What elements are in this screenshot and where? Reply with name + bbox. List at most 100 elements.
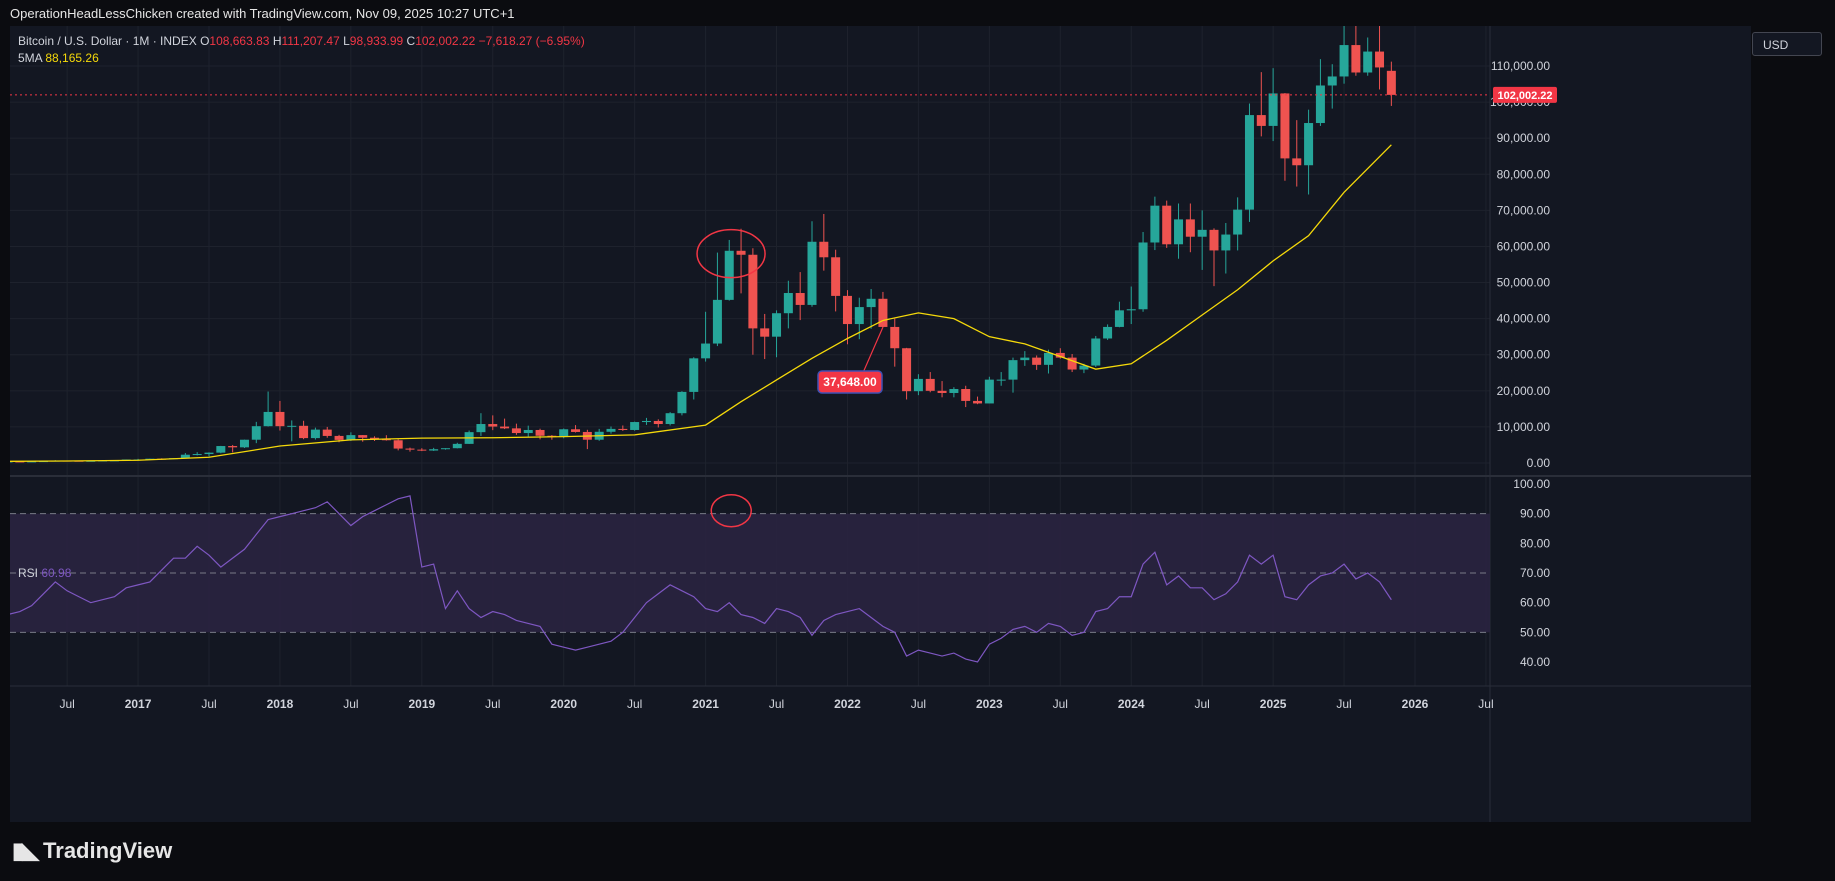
price-legend: Bitcoin / U.S. Dollar · 1M · INDEX O108,… (18, 34, 585, 48)
chart-watermark-title: OperationHeadLessChicken created with Tr… (10, 6, 515, 21)
rsi-label: RSI (18, 566, 39, 580)
candles (10, 26, 1396, 463)
price-axis-label: 60,000.00 (1497, 239, 1551, 253)
candle-body (358, 435, 368, 438)
rsi-axis-label: 50.00 (1520, 625, 1550, 639)
price-axis-label: 90,000.00 (1497, 131, 1551, 145)
time-axis-label: Jul (769, 697, 784, 711)
candle-body (1375, 51, 1385, 68)
candle-body (1150, 205, 1160, 243)
candle-body (878, 298, 888, 327)
candle-body (216, 446, 226, 453)
candle-body (440, 448, 450, 450)
rsi-axis-label: 80.00 (1520, 536, 1550, 550)
open-value: 108,663.83 (209, 34, 270, 48)
chart-background (10, 26, 1751, 822)
close-value: 102,002.22 (415, 34, 476, 48)
time-axis-label: Jul (1478, 697, 1493, 711)
candle-body (180, 454, 190, 459)
candle-body (334, 435, 344, 440)
candle-body (1233, 209, 1243, 235)
candle-body (488, 424, 498, 427)
candle-body (902, 348, 912, 392)
candle-body (452, 443, 462, 449)
rsi-axis-label: 100.00 (1513, 477, 1550, 491)
candle-body (772, 313, 782, 337)
candle-body (1032, 357, 1042, 365)
ma-label: 5MA (18, 51, 43, 65)
candle-body (405, 448, 415, 450)
low-value: 98,933.99 (349, 34, 404, 48)
candle-body (1268, 93, 1278, 126)
tradingview-logo-text: TradingView (43, 838, 173, 863)
rsi-axis-label: 60.00 (1520, 596, 1550, 610)
candle-body (27, 461, 37, 463)
candle-body (665, 413, 675, 425)
time-axis-label: 2025 (1260, 697, 1287, 711)
candle-body (925, 378, 935, 391)
candle-body (653, 420, 663, 425)
candle-body (559, 429, 569, 438)
candle-body (795, 293, 805, 305)
candle-body (913, 378, 923, 392)
open-label: O (200, 34, 210, 48)
peak-circle-annotation (696, 228, 766, 279)
candle-body (251, 426, 261, 440)
rsi-axis-label: 90.00 (1520, 507, 1550, 521)
candle-body (736, 250, 746, 255)
price-axis-label: 80,000.00 (1497, 167, 1551, 181)
candle-body (535, 429, 545, 436)
rsi-peak-circle-annotation (710, 493, 752, 528)
candle-body (1138, 242, 1148, 310)
time-axis-label: 2018 (267, 697, 294, 711)
candle-body (689, 358, 699, 392)
candle-body (677, 391, 687, 414)
price-and-rsi-chart[interactable]: 0.00 10,000.00 20,000.00 30,000.00 40,000.00… (10, 26, 1751, 822)
time-axis-label: 2020 (550, 697, 577, 711)
candle-body (1304, 123, 1314, 166)
candle-body (204, 452, 214, 455)
time-axis-label: 2017 (125, 697, 152, 711)
currency-button[interactable]: USD (1752, 32, 1822, 56)
symbol-label: Bitcoin / U.S. Dollar · 1M · INDEX (18, 34, 197, 48)
high-value: 111,207.47 (281, 34, 340, 48)
candle-body (1174, 219, 1184, 245)
ma-legend: 5MA 88,165.26 (18, 51, 99, 65)
time-axis-label: 2019 (408, 697, 435, 711)
price-axis-label: 70,000.00 (1497, 203, 1551, 217)
candle-body (1280, 93, 1290, 159)
candle-body (346, 435, 356, 440)
time-axis-label: Jul (627, 697, 642, 711)
candle-body (511, 428, 521, 434)
rsi-line (10, 495, 1392, 663)
candle-body (748, 254, 758, 329)
candle-body (1020, 357, 1030, 361)
time-axis-label: 2021 (692, 697, 719, 711)
candle-body (417, 449, 427, 451)
candle-body (429, 449, 439, 451)
candle-body (1221, 234, 1231, 251)
candle-body (949, 389, 959, 393)
time-axis-label: Jul (59, 697, 74, 711)
tradingview-logo-icon: ▮◣ (12, 838, 39, 863)
annotation-price-tag (817, 370, 883, 394)
candle-body (937, 390, 947, 393)
candle-body (393, 440, 403, 449)
ma-line (10, 144, 1392, 462)
candle-body (1043, 352, 1053, 365)
candle-body (1339, 45, 1349, 77)
candle-body (1327, 76, 1337, 86)
candle-body (263, 411, 273, 427)
price-axis-label: 10,000.00 (1497, 420, 1551, 434)
annotation-price-label: 37,648.00 (823, 375, 877, 389)
candle-body (1315, 85, 1325, 124)
candle-body (310, 429, 320, 439)
low-label: L (343, 34, 350, 48)
candle-body (1386, 70, 1396, 95)
candle-body (1008, 360, 1018, 380)
candle-body (866, 298, 876, 308)
candle-body (523, 429, 533, 434)
price-axis-label: 30,000.00 (1497, 348, 1551, 362)
time-axis-label: Jul (201, 697, 216, 711)
time-axis-label: Jul (485, 697, 500, 711)
